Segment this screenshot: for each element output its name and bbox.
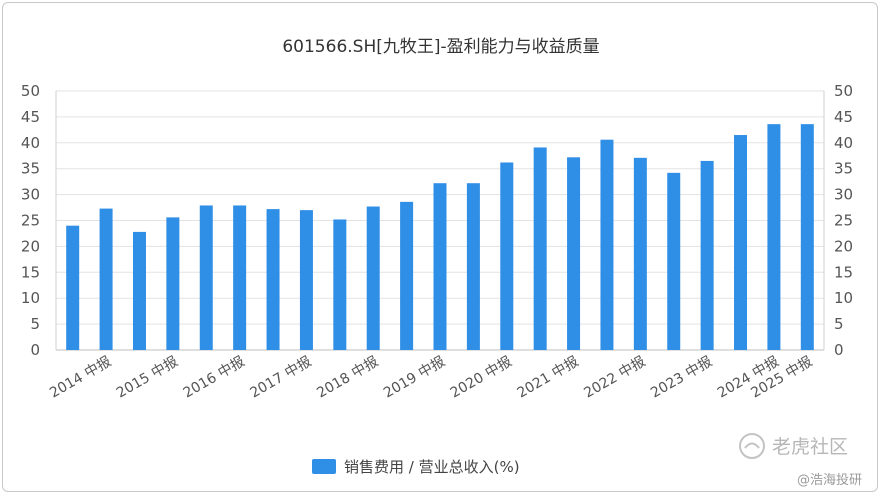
bar[interactable] [99,208,113,350]
x-tick-label: 2014 中报 [47,354,114,402]
y-tick-label-left: 45 [21,108,40,126]
y-tick-label-right: 30 [834,186,853,204]
bar[interactable] [567,157,581,350]
bar[interactable] [533,147,547,350]
bar[interactable] [333,219,347,350]
bar[interactable] [266,209,280,350]
y-tick-label-right: 35 [834,160,853,178]
watermark-sub: @浩海投研 [797,472,862,488]
x-tick-label: 2015 中报 [114,354,181,402]
bar[interactable] [600,139,614,350]
x-tick-label: 2021 中报 [515,354,582,402]
x-tick-label: 2023 中报 [648,354,715,402]
y-tick-label-right: 5 [834,315,844,333]
watermark-brand: 老虎社区 [772,436,848,458]
y-tick-label-right: 15 [834,263,853,281]
x-tick-label: 2020 中报 [448,354,515,402]
legend[interactable]: 销售费用 / 营业总收入(%) [312,458,520,476]
legend-label: 销售费用 / 营业总收入(%) [344,458,520,476]
gridlines [56,90,824,351]
bar[interactable] [366,206,380,350]
y-tick-label-left: 5 [30,315,40,333]
bar[interactable] [800,124,814,350]
bar-series [66,124,814,350]
bar[interactable] [767,124,781,350]
x-tick-label: 2016 中报 [181,354,248,402]
bar[interactable] [734,135,748,350]
y-tick-label-left: 40 [21,134,40,152]
right-y-axis: 0 5 10 15 20 25 30 35 40 45 50 [823,82,853,359]
x-tick-label: 2022 中报 [581,354,648,402]
bar[interactable] [633,157,647,350]
bar[interactable] [199,205,213,350]
bar[interactable] [299,210,313,350]
x-tick-label: 2017 中报 [247,354,314,402]
y-tick-label-right: 20 [834,237,853,255]
y-tick-label-right: 50 [834,82,853,100]
chart-title: 601566.SH[九牧王]-盈利能力与收益质量 [282,37,599,57]
bar[interactable] [500,162,514,350]
y-tick-label-left: 50 [21,82,40,100]
bar[interactable] [700,160,714,350]
y-tick-label-left: 10 [21,289,40,307]
bar[interactable] [233,205,247,350]
y-tick-label-left: 20 [21,237,40,255]
watermark: 老虎社区 @浩海投研 [739,433,862,488]
y-tick-label-left: 35 [21,160,40,178]
bar[interactable] [66,225,80,350]
tiger-logo-icon [739,433,765,459]
y-tick-label-left: 25 [21,212,40,230]
x-axis: 2014 中报 2015 中报 2016 中报 2017 中报 2018 中报 2019 … [47,354,815,402]
left-y-axis: 0 5 10 15 20 25 30 35 40 45 50 [21,82,57,359]
y-tick-label-left: 0 [30,341,40,359]
bar[interactable] [166,217,180,350]
legend-swatch [312,459,336,474]
x-tick-label: 2019 中报 [381,354,448,402]
x-tick-label: 2018 中报 [314,354,381,402]
bar[interactable] [466,183,480,350]
y-tick-label-right: 45 [834,108,853,126]
y-tick-label-right: 25 [834,212,853,230]
y-tick-label-left: 15 [21,263,40,281]
y-tick-label-right: 40 [834,134,853,152]
y-tick-label-left: 30 [21,186,40,204]
bar[interactable] [667,172,681,350]
bar[interactable] [400,201,414,350]
bar[interactable] [132,231,146,350]
bar[interactable] [433,183,447,350]
y-tick-label-right: 0 [834,341,844,359]
y-tick-label-right: 10 [834,289,853,307]
